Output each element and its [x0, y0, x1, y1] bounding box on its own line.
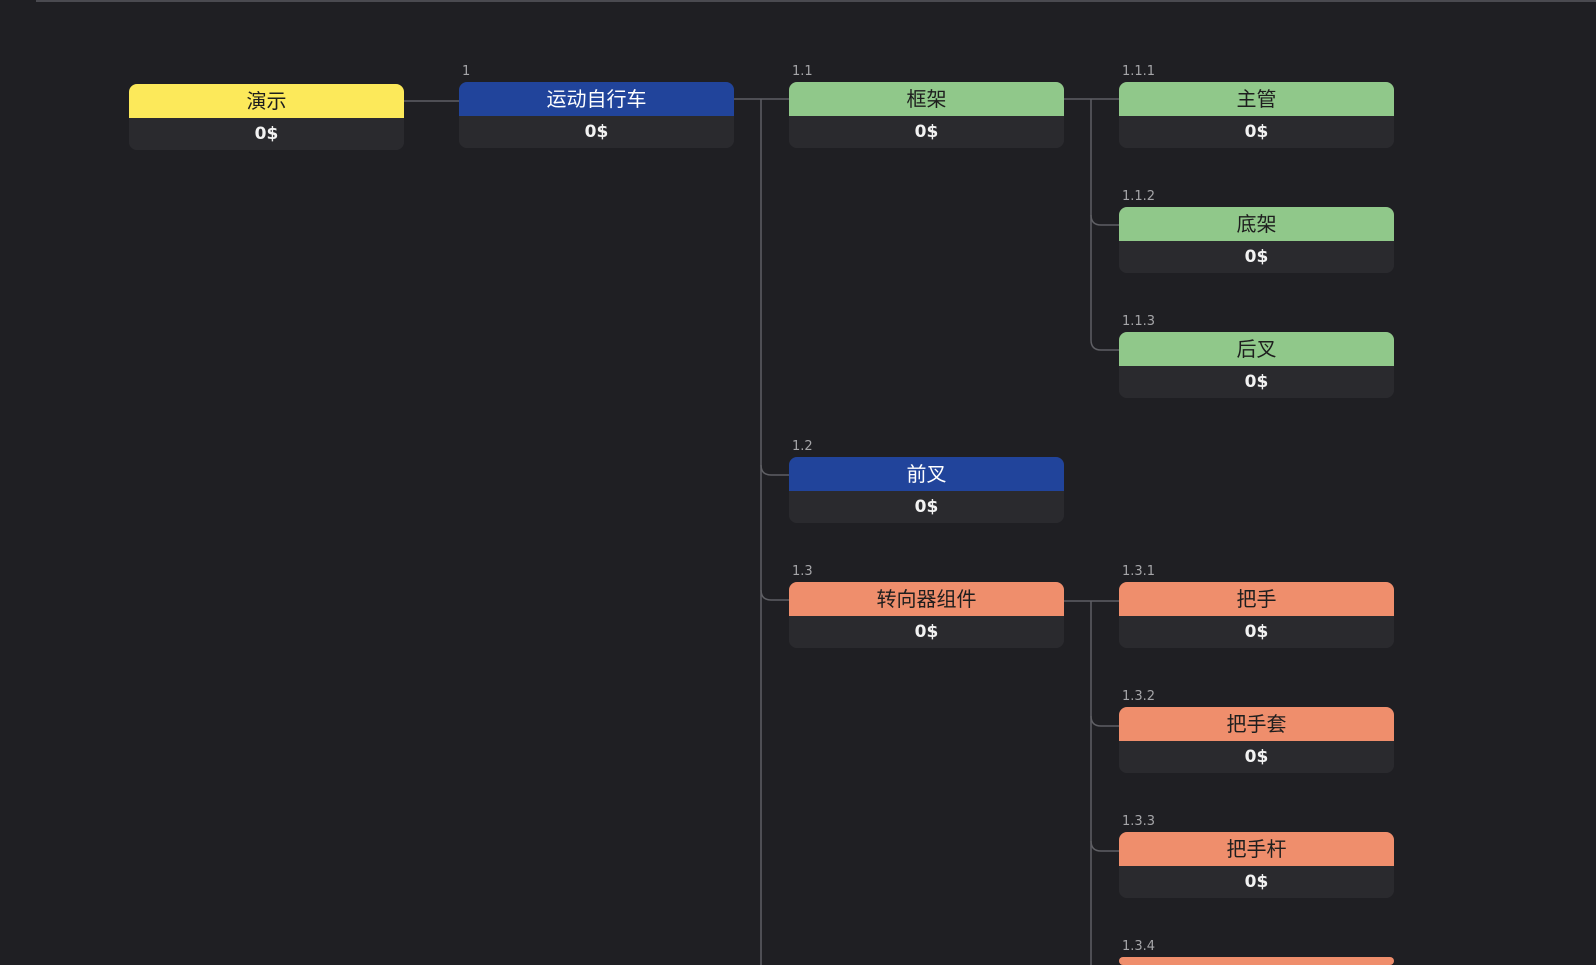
node-cost: 0$: [1119, 866, 1394, 898]
node-title: 运动自行车: [459, 82, 734, 116]
connector-1-to-1-2: [760, 464, 789, 476]
top-border: [36, 0, 1596, 2]
node-cost: 0$: [789, 616, 1064, 648]
node-cost: 0$: [1119, 741, 1394, 773]
wbs-node-1-1[interactable]: 框架 0$: [789, 82, 1064, 148]
node-code: 1.1.2: [1122, 189, 1156, 204]
node-title: 主管: [1119, 82, 1394, 116]
node-title: 框架: [789, 82, 1064, 116]
node-code: 1.3.1: [1122, 564, 1156, 579]
node-title: [1119, 957, 1394, 965]
connector-1-1-trunk: [1090, 99, 1119, 351]
wbs-node-1-3-2[interactable]: 把手套 0$: [1119, 707, 1394, 773]
node-title: 转向器组件: [789, 582, 1064, 616]
node-code: 1.1: [792, 64, 813, 79]
connector-1-to-1-3: [760, 589, 789, 601]
node-cost: 0$: [129, 118, 404, 150]
node-title: 前叉: [789, 457, 1064, 491]
node-code: 1.3: [792, 564, 813, 579]
wbs-node-1-2[interactable]: 前叉 0$: [789, 457, 1064, 523]
connector-1-3-to-1-3-3: [1090, 840, 1119, 852]
wbs-node-1-1-3[interactable]: 后叉 0$: [1119, 332, 1394, 398]
node-cost: 0$: [1119, 616, 1394, 648]
wbs-node-1-3-4[interactable]: [1119, 957, 1394, 965]
node-code: 1: [462, 64, 471, 79]
node-code: 1.3.3: [1122, 814, 1156, 829]
node-title: 把手: [1119, 582, 1394, 616]
node-code: 1.2: [792, 439, 813, 454]
node-title: 底架: [1119, 207, 1394, 241]
wbs-node-1-1-2[interactable]: 底架 0$: [1119, 207, 1394, 273]
node-code: 1.3.4: [1122, 939, 1156, 954]
node-cost: 0$: [789, 491, 1064, 523]
node-title: 后叉: [1119, 332, 1394, 366]
wbs-node-1-3[interactable]: 转向器组件 0$: [789, 582, 1064, 648]
wbs-node-1-3-1[interactable]: 把手 0$: [1119, 582, 1394, 648]
node-cost: 0$: [789, 116, 1064, 148]
node-cost: 0$: [459, 116, 734, 148]
node-cost: 0$: [1119, 366, 1394, 398]
node-code: 1.3.2: [1122, 689, 1156, 704]
node-code: 1.1.1: [1122, 64, 1156, 79]
node-code: 1.1.3: [1122, 314, 1156, 329]
node-cost: 0$: [1119, 241, 1394, 273]
wbs-node-1[interactable]: 运动自行车 0$: [459, 82, 734, 148]
node-cost: 0$: [1119, 116, 1394, 148]
wbs-node-1-3-3[interactable]: 把手杆 0$: [1119, 832, 1394, 898]
wbs-node-1-1-1[interactable]: 主管 0$: [1119, 82, 1394, 148]
node-title: 演示: [129, 84, 404, 118]
connector-1-3-to-1-3-2: [1090, 715, 1119, 727]
node-title: 把手套: [1119, 707, 1394, 741]
connector-1-1-to-1-1-2: [1090, 214, 1119, 226]
node-title: 把手杆: [1119, 832, 1394, 866]
wbs-node-root[interactable]: 演示 0$: [129, 84, 404, 150]
